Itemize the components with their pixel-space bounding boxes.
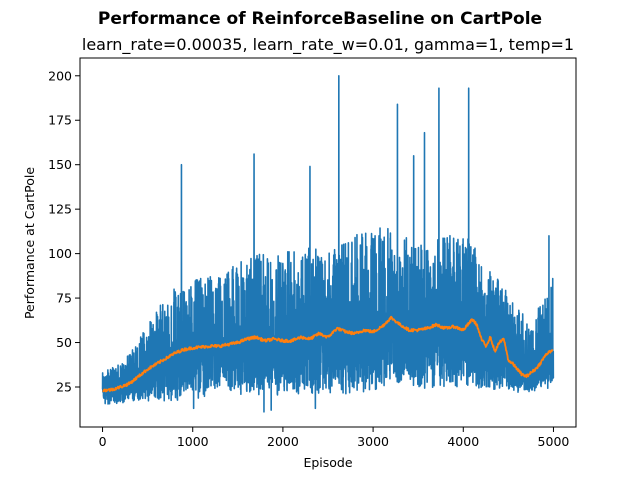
x-tick-label: 0 — [99, 434, 107, 449]
y-tick-label: 75 — [56, 291, 72, 306]
chart-title: Performance of ReinforceBaseline on Cart… — [98, 9, 542, 29]
y-tick-label: 175 — [48, 113, 72, 128]
x-tick-label: 2000 — [267, 434, 299, 449]
x-tick-label: 1000 — [177, 434, 209, 449]
x-axis-label: Episode — [303, 455, 352, 470]
y-axis-label: Performance at CartPole — [22, 167, 37, 319]
x-tick-label: 4000 — [447, 434, 479, 449]
y-tick-label: 150 — [48, 157, 72, 172]
x-tick-label: 5000 — [538, 434, 570, 449]
y-tick-label: 100 — [48, 246, 72, 261]
y-tick-label: 25 — [56, 379, 72, 394]
y-tick-label: 200 — [48, 68, 72, 83]
x-tick-label: 3000 — [357, 434, 389, 449]
chart-subtitle: learn_rate=0.00035, learn_rate_w=0.01, g… — [82, 35, 574, 55]
y-tick-label: 50 — [56, 335, 72, 350]
y-tick-label: 125 — [48, 202, 72, 217]
